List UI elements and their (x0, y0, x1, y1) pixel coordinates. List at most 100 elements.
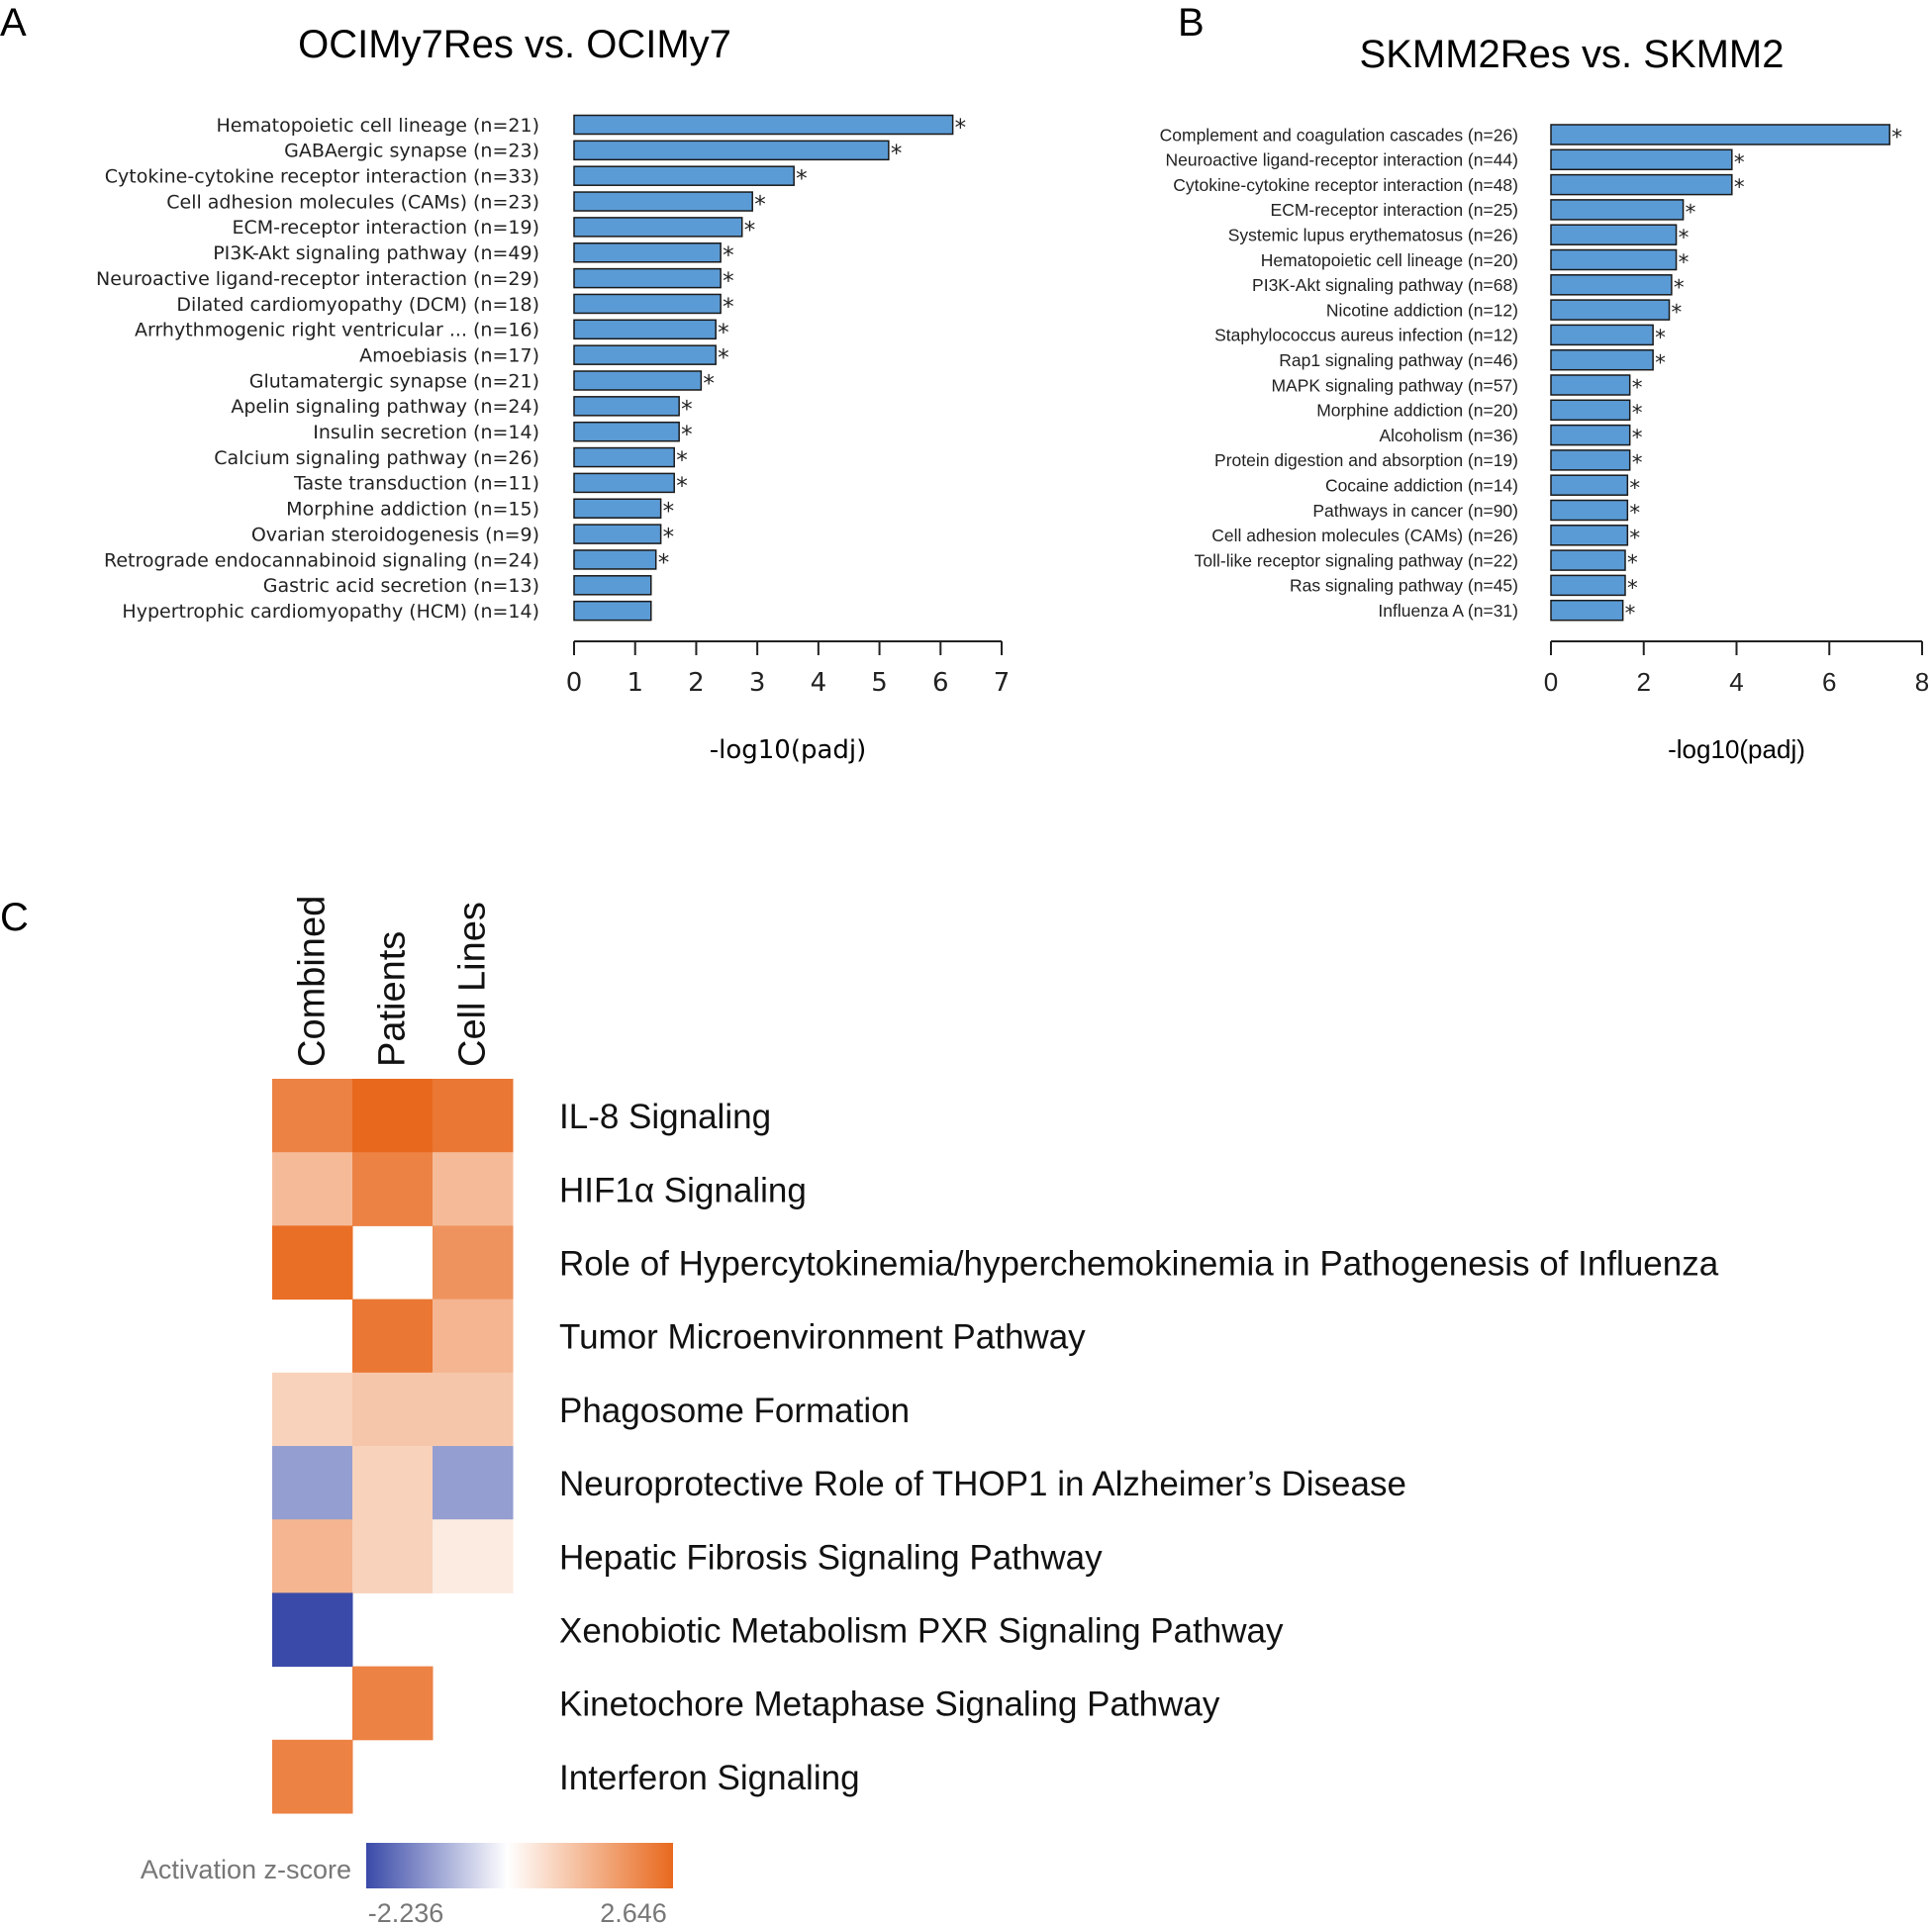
bar (1550, 124, 1890, 145)
bar (1550, 324, 1654, 346)
bar-label: MAPK signaling pathway (n=57) (1271, 375, 1518, 395)
heatmap-cell (352, 1152, 434, 1226)
bar-label: Cytokine-cytokine receptor interaction (… (105, 166, 539, 188)
bar-label: Arrhythmogenic right ventricular ... (n=… (135, 320, 539, 341)
significance-marker: * (1734, 150, 1745, 175)
heatmap-row-label: Role of Hypercytokinemia/hyperchemokinem… (559, 1245, 1719, 1284)
bar (573, 600, 652, 622)
bar-label: Hematopoietic cell lineage (n=21) (217, 115, 540, 137)
bar (1550, 424, 1631, 446)
bar-label: Influenza A (n=31) (1378, 601, 1518, 621)
bar (573, 370, 703, 391)
bar-label: Apelin signaling pathway (n=24) (231, 396, 539, 418)
significance-marker: * (1632, 376, 1643, 401)
significance-marker: * (1632, 451, 1643, 476)
significance-marker: * (1655, 326, 1666, 350)
bar-label: Hypertrophic cardiomyopathy (HCM) (n=14) (122, 601, 539, 623)
heatmap-cell (352, 1666, 434, 1741)
bar-label: Cell adhesion molecules (CAMs) (n=23) (166, 191, 539, 213)
bar-label: Neuroactive ligand-receptor interaction … (96, 268, 539, 290)
x-tick-label: 2 (1637, 667, 1651, 697)
heatmap-cell (272, 1446, 353, 1520)
bar-label: Morphine addiction (n=15) (286, 499, 539, 521)
bar-label: Cocaine addiction (n=14) (1325, 476, 1518, 496)
chart-a-title: OCIMy7Res vs. OCIMy7 (298, 23, 731, 66)
heatmap-row-label: Hepatic Fibrosis Signaling Pathway (559, 1538, 1103, 1577)
heatmap-column-label: Cell Lines (452, 902, 494, 1067)
bar (573, 549, 657, 570)
bar-label: Alcoholism (n=36) (1379, 426, 1518, 445)
significance-marker: * (1625, 601, 1636, 626)
panel-a-bar-chart: OCIMy7Res vs. OCIMy7 Hematopoietic cell … (96, 23, 1010, 765)
bar (1550, 173, 1733, 196)
bar-label: Toll-like receptor signaling pathway (n=… (1195, 550, 1518, 570)
significance-marker: * (1679, 250, 1690, 275)
heatmap-cell (272, 1079, 353, 1153)
heatmap-cell (433, 1225, 514, 1300)
bar (1550, 348, 1654, 371)
significance-marker: * (658, 550, 670, 576)
significance-marker: * (1674, 275, 1685, 300)
bar (573, 498, 662, 519)
x-tick-label: 3 (749, 668, 766, 698)
significance-marker: * (891, 141, 903, 166)
significance-marker: * (663, 525, 675, 550)
bar-label: Nicotine addiction (n=12) (1326, 300, 1518, 320)
bar (573, 165, 795, 186)
significance-marker: * (1629, 526, 1640, 550)
heatmap-cell (352, 1079, 434, 1153)
bar (1550, 199, 1685, 221)
bar-label: Protein digestion and absorption (n=19) (1214, 450, 1518, 470)
bar-label: Hematopoietic cell lineage (n=20) (1261, 250, 1518, 270)
significance-marker: * (1686, 201, 1696, 226)
chart-b-x-axis-label: -log10(padj) (1668, 734, 1805, 764)
heatmap-cell (272, 1739, 353, 1814)
chart-b-title: SKMM2Res vs. SKMM2 (1360, 33, 1785, 76)
bar (573, 344, 717, 365)
bar-label: Glutamatergic synapse (n=21) (249, 370, 539, 392)
bar-label: Retrograde endocannabinoid signaling (n=… (104, 549, 539, 571)
panel-c-heatmap: Combined Patients Cell Lines IL-8 Signalin… (141, 896, 1719, 1926)
heatmap-column-label: Patients (372, 931, 414, 1067)
significance-marker: * (754, 192, 766, 218)
significance-marker: * (955, 115, 967, 141)
x-tick-label: 1 (627, 668, 643, 698)
bar-label: Systemic lupus erythematosus (n=26) (1228, 226, 1518, 245)
heatmap-row-label: Tumor Microenvironment Pathway (559, 1318, 1086, 1357)
significance-marker: * (1679, 226, 1690, 250)
bar-label: PI3K-Akt signaling pathway (n=49) (213, 242, 539, 264)
x-tick-label: 6 (932, 668, 949, 698)
bar (573, 114, 954, 136)
heatmap-row-label: Xenobiotic Metabolism PXR Signaling Path… (559, 1612, 1284, 1651)
x-tick-label: 0 (566, 668, 583, 698)
significance-marker: * (1632, 426, 1643, 450)
bar (1550, 148, 1733, 171)
bar (1550, 549, 1626, 571)
bar-label: Complement and coagulation cascades (n=2… (1160, 125, 1518, 144)
heatmap-cell (272, 1592, 353, 1668)
colorbar-title: Activation z-score (141, 1855, 351, 1884)
bar-label: Cytokine-cytokine receptor interaction (… (1173, 175, 1518, 195)
bar-label: ECM-receptor interaction (n=19) (233, 217, 540, 239)
colorbar-max-label: 2.646 (600, 1898, 667, 1926)
heatmap-cell (352, 1519, 434, 1593)
bar (1550, 374, 1631, 396)
significance-marker: * (663, 499, 675, 525)
bar-label: Dilated cardiomyopathy (DCM) (n=18) (176, 294, 539, 316)
bar (1550, 525, 1629, 546)
significance-marker: * (676, 448, 688, 474)
significance-marker: * (1632, 401, 1643, 426)
significance-marker: * (1629, 501, 1640, 526)
bar (573, 472, 675, 494)
significance-marker: * (723, 294, 734, 320)
x-tick-label: 7 (994, 668, 1011, 698)
panel-label-c: C (0, 896, 29, 939)
heatmap-row-label: Interferon Signaling (559, 1759, 860, 1797)
bar (1550, 474, 1629, 496)
bar-label: Staphylococcus aureus infection (n=12) (1214, 326, 1518, 345)
bar (1550, 299, 1671, 321)
x-tick-label: 5 (871, 668, 888, 698)
heatmap-cell (433, 1079, 514, 1153)
bar-label: Ras signaling pathway (n=45) (1290, 576, 1518, 596)
bar-label: PI3K-Akt signaling pathway (n=68) (1252, 275, 1518, 295)
